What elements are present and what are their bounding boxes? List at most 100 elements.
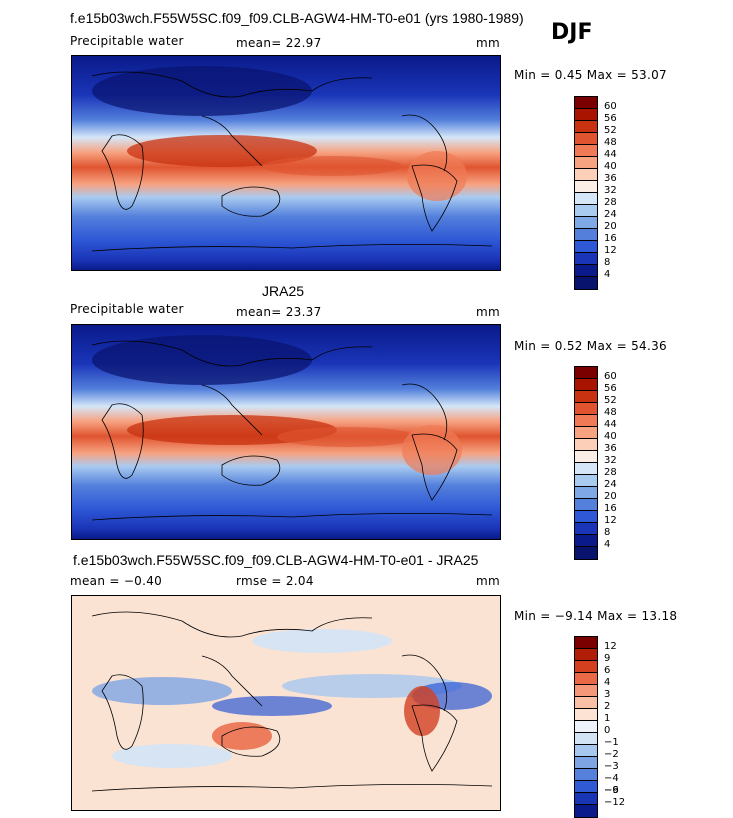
panel3-label: f.e15b03wch.F55W5SC.f09_f09.CLB-AGW4-HM-… (73, 552, 479, 568)
cb2-tick: 32 (604, 455, 617, 466)
cb3-tick: −12 (604, 797, 626, 808)
cb3-swatch (575, 661, 597, 673)
cb1-tick: 52 (604, 125, 617, 136)
panel3-map-svg (72, 596, 500, 810)
cb2-tick: 20 (604, 491, 617, 502)
cb3-swatch (575, 697, 597, 709)
cb2-swatch (575, 463, 597, 475)
cb1-swatch (575, 229, 597, 241)
cb2-tick: 36 (604, 443, 617, 454)
cb2-tick: 28 (604, 467, 617, 478)
panel2-map (71, 324, 501, 540)
cb3-swatch (575, 793, 597, 805)
cb2-tick: 48 (604, 407, 617, 418)
cb1-swatch (575, 241, 597, 253)
cb3-swatch (575, 733, 597, 745)
panel2-minmax: Min = 0.52 Max = 54.36 (514, 339, 667, 353)
cb3-swatch (575, 805, 597, 817)
cb2-swatch (575, 535, 597, 547)
cb2-tick: 40 (604, 431, 617, 442)
cb1-swatch (575, 253, 597, 265)
cb3-tick: 9 (604, 653, 611, 664)
cb3-tick: 6 (604, 665, 611, 676)
panel2-variable: Precipitable water (70, 302, 184, 316)
plot-title: f.e15b03wch.F55W5SC.f09_f09.CLB-AGW4-HM-… (70, 10, 524, 26)
panel3-minmax: Min = −9.14 Max = 13.18 (514, 609, 678, 623)
cb3-tick: 1 (604, 713, 611, 724)
cb3-tick: −4 (604, 773, 619, 784)
cb2-tick: 4 (604, 539, 611, 550)
cb3-swatch (575, 757, 597, 769)
cb2-tick: 60 (604, 371, 617, 382)
cb1-tick: 28 (604, 197, 617, 208)
cb1-swatch (575, 133, 597, 145)
cb2-swatch (575, 547, 597, 559)
cb1-swatch (575, 193, 597, 205)
cb3-tick: −2 (604, 749, 619, 760)
cb1-tick: 20 (604, 221, 617, 232)
cb1-tick: 16 (604, 233, 617, 244)
cb2-swatch (575, 499, 597, 511)
cb2-tick: 8 (604, 527, 611, 538)
cb1-swatch (575, 97, 597, 109)
cb1-swatch (575, 109, 597, 121)
cb2-swatch (575, 511, 597, 523)
cb3-tick: −6 (604, 785, 619, 796)
cb2-tick: 16 (604, 503, 617, 514)
cb2-tick: 44 (604, 419, 617, 430)
panel3-units: mm (476, 574, 500, 588)
panel2-map-svg (72, 325, 500, 539)
cb1-tick: 60 (604, 101, 617, 112)
cb3-swatch (575, 769, 597, 781)
cb1-tick: 44 (604, 149, 617, 160)
cb1-tick: 12 (604, 245, 617, 256)
cb1-swatch (575, 121, 597, 133)
cb2-swatch (575, 439, 597, 451)
cb2-swatch (575, 487, 597, 499)
cb2-swatch (575, 475, 597, 487)
cb2-swatch (575, 523, 597, 535)
panel3-map (71, 595, 501, 811)
cb2-swatch (575, 391, 597, 403)
cb2-tick: 52 (604, 395, 617, 406)
cb1-swatch (575, 265, 597, 277)
cb3-tick: 4 (604, 677, 611, 688)
cb3-tick: −3 (604, 761, 619, 772)
cb3-swatch (575, 781, 597, 793)
season-label: DJF (551, 20, 593, 45)
panel2-label: JRA25 (262, 283, 305, 299)
cb1-tick: 56 (604, 113, 617, 124)
cb2-tick: 12 (604, 515, 617, 526)
panel1-units: mm (476, 36, 500, 50)
cb1-swatch (575, 169, 597, 181)
cb1-tick: 8 (604, 257, 611, 268)
cb2-tick: 24 (604, 479, 617, 490)
cb1-tick: 24 (604, 209, 617, 220)
panel2-mean: mean= 23.37 (236, 305, 322, 319)
cb2-swatch (575, 367, 597, 379)
panel3-mean: mean = −0.40 (70, 574, 163, 588)
cb3-swatch (575, 745, 597, 757)
cb1-tick: 36 (604, 173, 617, 184)
panel3-rmse: rmse = 2.04 (236, 574, 314, 588)
cb1-tick: 4 (604, 269, 611, 280)
panel1-mean: mean= 22.97 (236, 36, 322, 50)
cb3-tick: 12 (604, 641, 617, 652)
cb2-swatch (575, 451, 597, 463)
cb3-tick: 2 (604, 701, 611, 712)
panel2-colorbar (574, 366, 598, 560)
cb3-swatch (575, 649, 597, 661)
panel1-colorbar (574, 96, 598, 290)
cb1-swatch (575, 205, 597, 217)
cb1-tick: 32 (604, 185, 617, 196)
cb3-swatch (575, 637, 597, 649)
panel3-colorbar (574, 636, 598, 818)
cb2-swatch (575, 415, 597, 427)
cb3-tick: 3 (604, 689, 611, 700)
panel1-minmax: Min = 0.45 Max = 53.07 (514, 68, 667, 82)
cb3-swatch (575, 721, 597, 733)
cb1-tick: 40 (604, 161, 617, 172)
cb3-tick: −9 (604, 785, 619, 796)
cb2-swatch (575, 379, 597, 391)
cb3-swatch (575, 685, 597, 697)
